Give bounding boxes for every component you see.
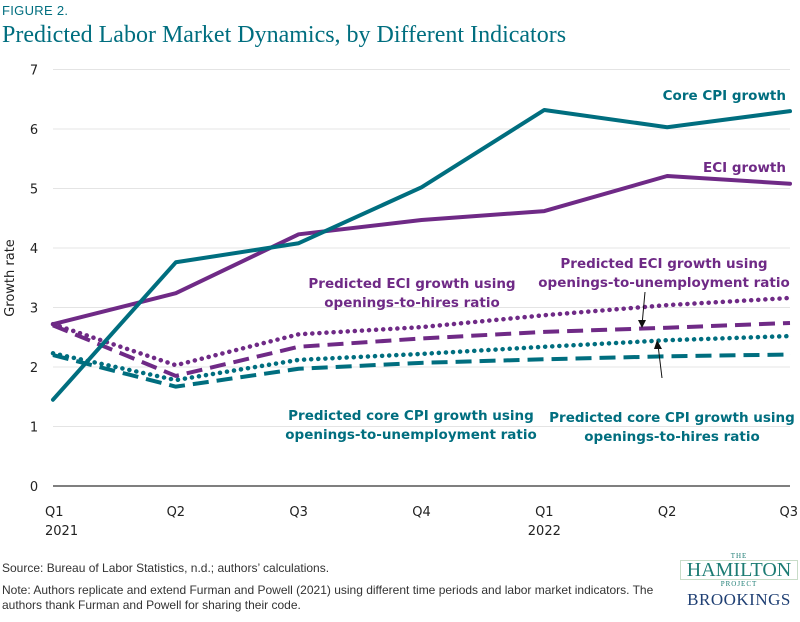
series-annotation: Predicted ECI growth using	[308, 276, 515, 292]
x-tick-label: Q4	[412, 505, 431, 520]
x-tick-label: Q3	[779, 505, 798, 520]
y-tick-label: 3	[30, 302, 38, 317]
note-text: Note: Authors replicate and extend Furma…	[2, 583, 654, 612]
y-tick-label: 1	[30, 421, 38, 436]
hamilton-brookings-logo: THE HAMILTON PROJECT BROOKINGS	[680, 552, 798, 610]
series-annotation: Predicted core CPI growth using	[288, 408, 534, 424]
source-text: Source: Bureau of Labor Statistics, n.d.…	[2, 561, 330, 575]
series-annotation: openings-to-hires ratio	[584, 429, 760, 445]
logo-the: THE	[730, 552, 748, 560]
series-solid	[51, 107, 792, 402]
x-tick-label: Q2	[167, 505, 186, 520]
y-axis-label: Growth rate	[3, 239, 18, 317]
annotation-arrow	[641, 291, 646, 326]
annotation-arrow	[657, 344, 663, 379]
x-tick-label: Q2	[658, 505, 677, 520]
series-annotation: Predicted ECI growth using	[560, 256, 767, 272]
logo-brookings: BROOKINGS	[687, 590, 791, 609]
x-tick-label: 2021	[45, 524, 78, 539]
arrowhead-icon	[638, 320, 646, 328]
y-tick-label: 6	[30, 123, 38, 138]
series-solid	[51, 174, 792, 327]
series-dashed	[52, 352, 791, 389]
chart-title: Predicted Labor Market Dynamics, by Diff…	[2, 22, 567, 48]
series-line	[52, 320, 791, 378]
y-tick-label: 0	[30, 480, 38, 495]
logo-project: PROJECT	[720, 580, 758, 588]
x-tick-label: Q3	[289, 505, 308, 520]
series-annotation: ECI growth	[703, 160, 786, 176]
y-tick-label: 2	[30, 361, 38, 376]
series-annotation: Predicted core CPI growth using	[549, 410, 795, 426]
y-tick-label: 4	[30, 242, 38, 257]
series-dotted	[50, 333, 793, 383]
y-tick-label: 7	[30, 64, 38, 79]
series-annotation: openings-to-hires ratio	[324, 295, 500, 311]
logo-hamilton: HAMILTON	[680, 560, 798, 580]
line-chart: 0 1 2 3 4 5 6 7 Growth rate Q1 2021 Q2 Q3 Q4 Q1 2022 Q2 Q…	[3, 64, 798, 540]
series-annotation: Core CPI growth	[663, 88, 786, 104]
x-tick-label: 2022	[528, 524, 561, 539]
y-tick-label: 5	[30, 183, 38, 198]
x-tick-label: Q1	[535, 505, 554, 520]
series-line	[52, 352, 791, 389]
series-dashed	[52, 320, 791, 378]
x-tick-label: Q1	[45, 505, 64, 520]
series-annotation: openings-to-unemployment ratio	[538, 275, 790, 291]
arrowhead-icon	[654, 340, 662, 349]
series-annotation: openings-to-unemployment ratio	[285, 427, 537, 443]
figure-label: FIGURE 2.	[2, 3, 69, 18]
